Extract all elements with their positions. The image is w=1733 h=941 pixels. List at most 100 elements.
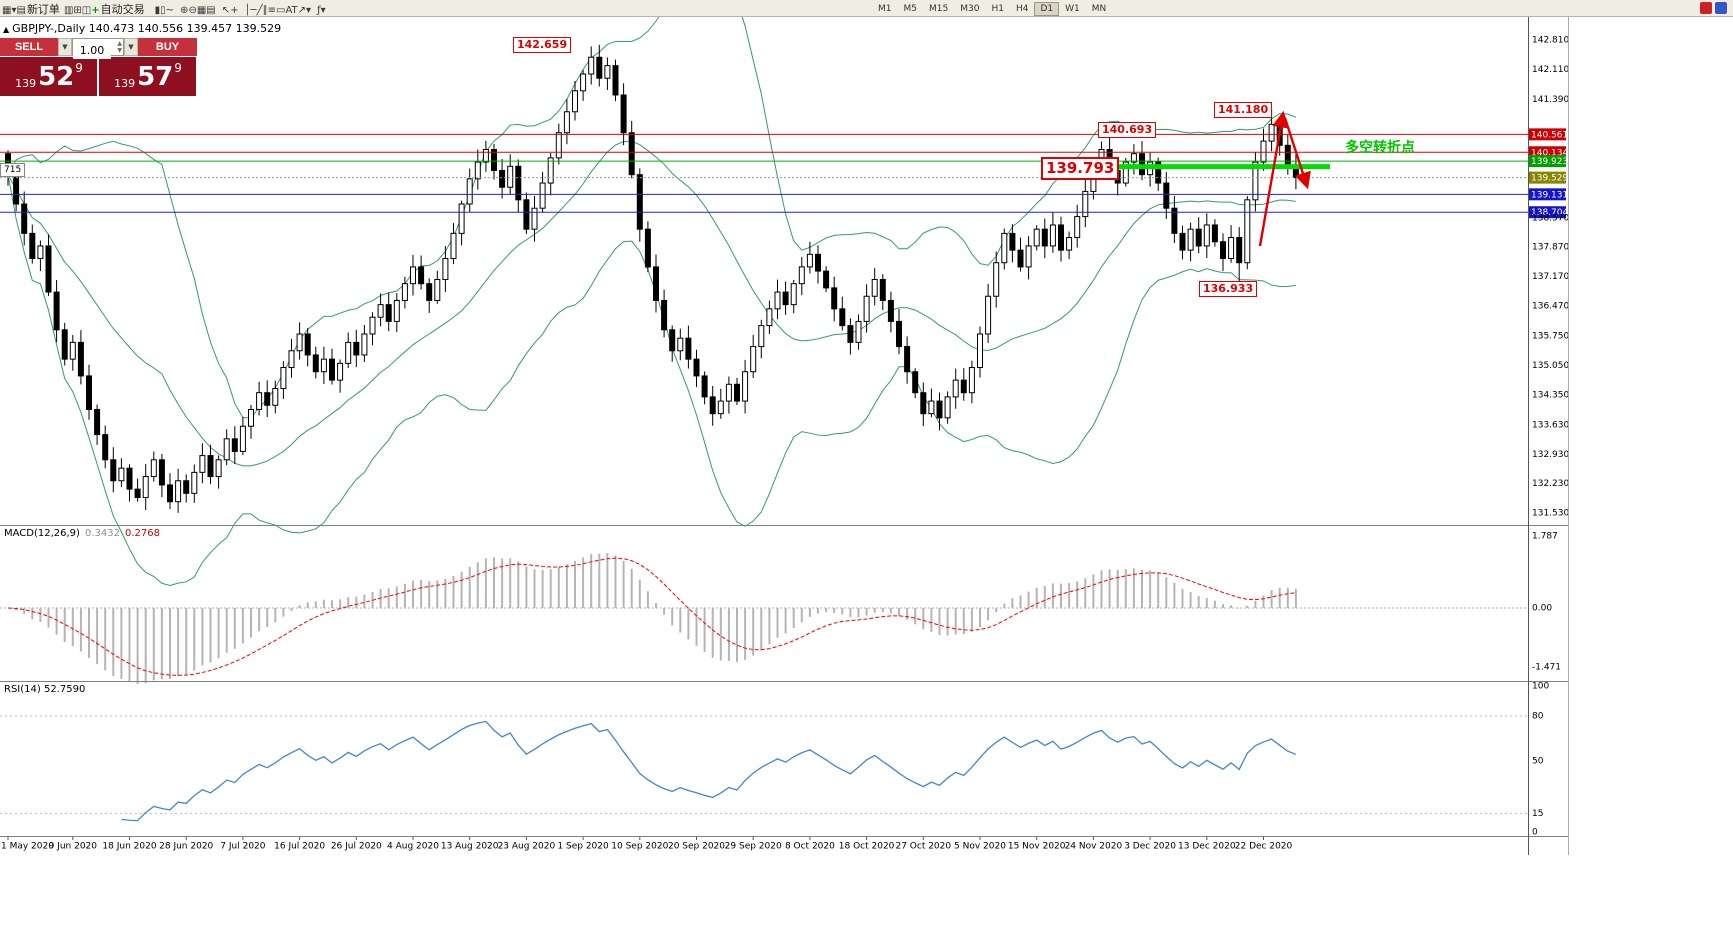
svg-text:9 Jun 2020: 9 Jun 2020 (49, 842, 98, 852)
more-drawings-icon[interactable]: ▾ (306, 5, 312, 16)
channel-icon[interactable]: ∥ (262, 5, 268, 16)
svg-text:135.050: 135.050 (1532, 361, 1569, 371)
timeframe-m30[interactable]: M30 (960, 3, 980, 14)
volume-input[interactable] (73, 42, 111, 59)
svg-text:15: 15 (1532, 809, 1543, 819)
turning-point-note[interactable]: 多空转折点 (1345, 140, 1415, 156)
vertical-line-icon[interactable]: │ (244, 5, 251, 16)
indicators-icon[interactable]: ƒ (317, 5, 321, 16)
svg-text:142.110: 142.110 (1532, 65, 1569, 75)
timeframe-group: M1 M5 M15 M30 H1 H4 D1 W1 MN (872, 1, 1112, 16)
data-window-icon[interactable]: ⊞ (73, 5, 82, 16)
timeframe-mn[interactable]: MN (1091, 3, 1107, 14)
volume-increase-icon[interactable]: ▲ (117, 40, 122, 47)
timeframe-m5[interactable]: M5 (903, 3, 918, 14)
direction-arrows[interactable] (1258, 110, 1311, 247)
timeframe-d1[interactable]: D1 (1034, 1, 1060, 16)
ask-pip-digit: 9 (174, 60, 182, 75)
svg-text:15 Nov 2020: 15 Nov 2020 (1008, 842, 1066, 852)
svg-text:138.570: 138.570 (1532, 213, 1569, 223)
trendline-icon[interactable]: ╱ (256, 5, 263, 16)
macd-histogram (0, 553, 1528, 684)
rsi-axis[interactable]: 100 80 50 15 0 (1532, 682, 1549, 838)
timeframe-m15[interactable]: M15 (929, 3, 949, 14)
svg-text:138.704: 138.704 (1531, 208, 1568, 218)
svg-text:137.870: 137.870 (1532, 243, 1569, 253)
buy-dropdown-icon[interactable]: ▼ (124, 38, 138, 56)
volume-decrease-icon[interactable]: ▼ (117, 47, 122, 54)
down-arrow (1283, 117, 1311, 190)
price-callout-141.180[interactable]: 141.180 (1214, 102, 1273, 118)
autotrading-label[interactable]: 自动交易 (100, 3, 145, 16)
one-click-toggle-icon[interactable]: ▲ (3, 25, 10, 34)
zoom-in-icon[interactable]: ⊕ (180, 5, 189, 16)
bollinger-middle (7, 140, 1296, 467)
price-callout-139.793[interactable]: 139.793 (1041, 157, 1120, 180)
svg-text:16 Jul 2020: 16 Jul 2020 (274, 842, 325, 852)
price-callout-140.693[interactable]: 140.693 (1098, 122, 1157, 138)
sell-button[interactable]: SELL (0, 38, 58, 56)
bid-prefix: 139 (15, 77, 37, 90)
autotrading-icon[interactable]: + (91, 5, 100, 16)
svg-text:139.529: 139.529 (1531, 174, 1568, 184)
sell-dropdown-icon[interactable]: ▼ (58, 38, 72, 56)
new-order-label[interactable]: 新订单 (26, 3, 60, 16)
axis-price-box (1529, 155, 1566, 168)
bar-chart-icon[interactable]: ▮ (154, 5, 161, 16)
timeframe-m1[interactable]: M1 (878, 3, 892, 14)
macd-signal-line (7, 557, 1296, 676)
bollinger-upper (7, 0, 1297, 419)
zoom-out-icon[interactable]: ⊖ (188, 5, 197, 16)
symbol-ohlc-text: GBPJPY-,Daily 140.473 140.556 139.457 13… (12, 22, 282, 35)
price-axis[interactable]: 142.810 142.110 141.390 138.570 137.870 137.1… (1532, 36, 1569, 519)
crosshair-icon[interactable]: + (230, 5, 239, 16)
volume-field-wrap: ▲ ▼ (72, 38, 124, 59)
svg-text:13 Aug 2020: 13 Aug 2020 (441, 842, 499, 852)
line-chart-icon[interactable]: ~ (165, 5, 175, 16)
chat-icon[interactable] (1715, 2, 1727, 14)
new-order-icon[interactable]: ▤ (16, 5, 26, 16)
bid-main-digits: 52 (38, 61, 75, 92)
svg-text:20 Sep 2020: 20 Sep 2020 (668, 842, 725, 852)
market-watch-icon[interactable]: ▥ (63, 5, 74, 16)
fibonacci-icon[interactable]: ≡ (267, 5, 276, 16)
svg-text:142.810: 142.810 (1532, 36, 1569, 46)
rsi-line (121, 720, 1297, 822)
candle-chart-icon[interactable]: ▯ (160, 5, 166, 16)
new-chart-icon[interactable]: ▦ (2, 5, 12, 16)
horizontal-line-icon[interactable]: ─ (250, 5, 257, 16)
shapes-icon[interactable]: ▭ (276, 5, 286, 16)
timeframe-h1[interactable]: H1 (991, 3, 1004, 14)
timeframe-w1[interactable]: W1 (1065, 3, 1080, 14)
bid-pip-digit: 9 (75, 60, 83, 75)
tile-windows-icon[interactable]: ▦ (196, 5, 207, 16)
cursor-icon[interactable]: ↖ (221, 5, 231, 16)
macd-indicator-label: MACD(12,26,9) 0.3432 0.2768 (4, 528, 160, 539)
svg-text:133.630: 133.630 (1532, 420, 1569, 430)
templates-icon[interactable]: ▤ (206, 5, 216, 16)
bid-price-box[interactable]: 139 52 9 (0, 57, 97, 96)
text-icon[interactable]: A (285, 5, 292, 16)
arrows-tool-icon[interactable]: ↗ (297, 5, 307, 16)
macd-axis[interactable]: 1.787 0.00 -1.471 (1532, 532, 1561, 673)
navigator-icon[interactable]: ◫ (81, 5, 92, 16)
ask-price-box[interactable]: 139 57 9 (99, 57, 196, 96)
text-label-icon[interactable]: T (291, 5, 298, 16)
left-price-label[interactable]: 715 (0, 163, 26, 177)
chart-list-dropdown-icon[interactable]: ▾ (11, 5, 17, 16)
buy-button[interactable]: BUY (138, 38, 197, 56)
price-callout-142.659[interactable]: 142.659 (513, 37, 572, 53)
price-callout-136.933[interactable]: 136.933 (1199, 281, 1258, 297)
timeframe-h4[interactable]: H4 (1015, 3, 1029, 14)
svg-text:80: 80 (1532, 712, 1544, 722)
pane-separators[interactable] (0, 17, 1569, 855)
indicators-dropdown-icon[interactable]: ▾ (320, 5, 326, 16)
svg-text:5 Nov 2020: 5 Nov 2020 (954, 842, 1006, 852)
symbol-info-line: ▲ GBPJPY-,Daily 140.473 140.556 139.457 1… (3, 22, 281, 35)
alert-icon[interactable] (1700, 2, 1712, 14)
